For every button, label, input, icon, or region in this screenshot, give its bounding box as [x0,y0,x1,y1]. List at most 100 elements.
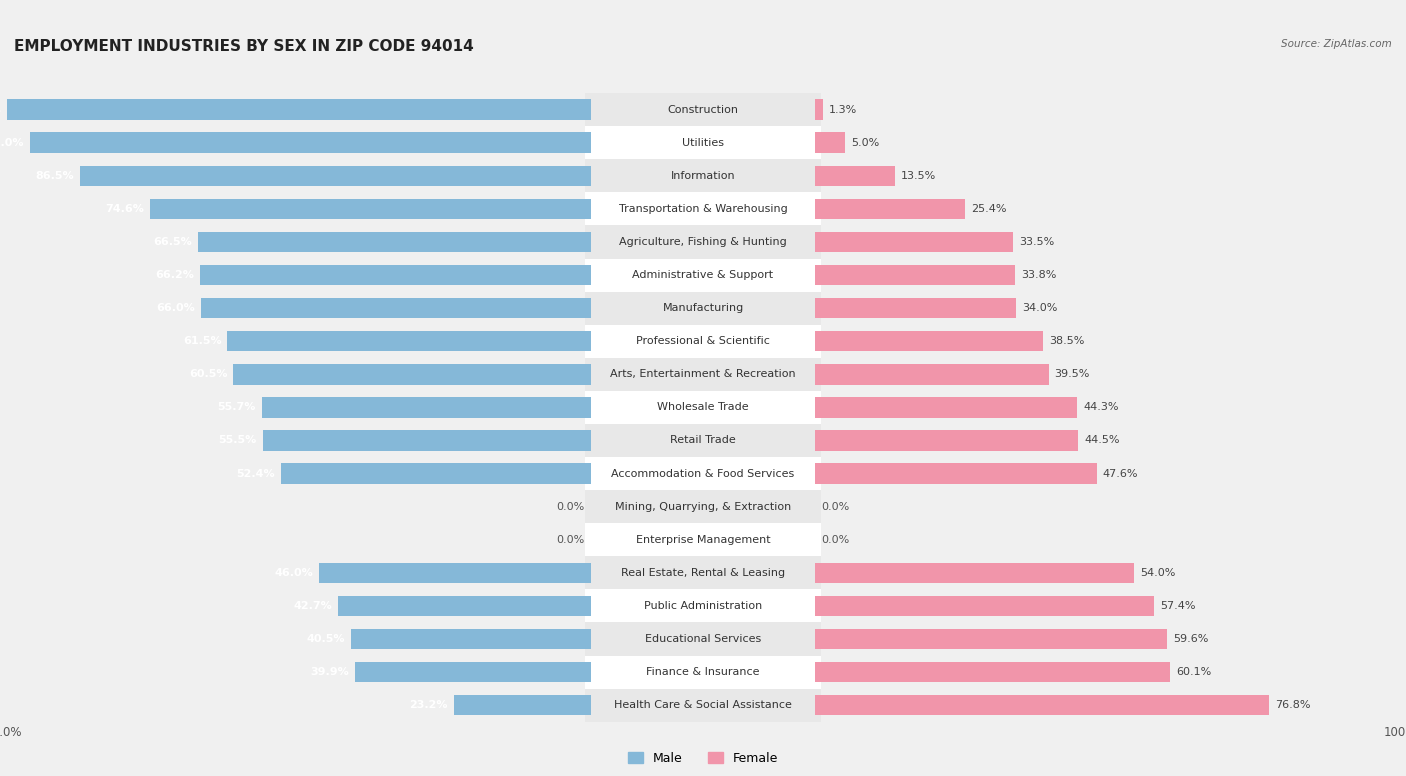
Bar [281,463,591,483]
Text: 76.8%: 76.8% [1275,700,1310,710]
Bar [585,324,591,358]
Bar [815,258,821,292]
Text: Transportation & Warehousing: Transportation & Warehousing [619,204,787,214]
Text: 40.5%: 40.5% [307,634,346,644]
Text: Professional & Scientific: Professional & Scientific [636,336,770,346]
Bar [591,556,815,589]
Bar [7,99,591,120]
Bar [591,93,815,126]
Text: Mining, Quarrying, & Extraction: Mining, Quarrying, & Extraction [614,501,792,511]
Text: 60.5%: 60.5% [188,369,228,379]
Bar [585,292,591,324]
Bar [585,457,591,490]
Bar [815,622,821,656]
Bar [815,126,821,159]
Text: 55.7%: 55.7% [218,403,256,412]
Text: 39.5%: 39.5% [1054,369,1090,379]
Text: Administrative & Support: Administrative & Support [633,270,773,280]
Bar [200,265,591,286]
Text: 0.0%: 0.0% [821,501,849,511]
Bar [815,424,821,457]
Bar [585,159,591,192]
Bar [585,226,591,258]
Text: 44.3%: 44.3% [1083,403,1119,412]
Bar [201,298,591,318]
Bar [815,523,821,556]
Text: 61.5%: 61.5% [183,336,222,346]
Text: 13.5%: 13.5% [901,171,936,181]
Text: Wholesale Trade: Wholesale Trade [657,403,749,412]
Bar [815,232,1014,252]
Text: 5.0%: 5.0% [851,138,879,147]
Bar [585,490,591,523]
Bar [454,695,591,715]
Bar [591,622,815,656]
Text: 55.5%: 55.5% [218,435,257,445]
Text: 33.8%: 33.8% [1021,270,1056,280]
Bar [815,563,1135,583]
Text: Arts, Entertainment & Recreation: Arts, Entertainment & Recreation [610,369,796,379]
Text: Real Estate, Rental & Leasing: Real Estate, Rental & Leasing [621,568,785,578]
Bar [585,556,591,589]
Text: Retail Trade: Retail Trade [671,435,735,445]
Bar [815,226,821,258]
Bar [585,424,591,457]
Bar [815,159,821,192]
Bar [585,391,591,424]
Bar [815,463,1097,483]
Text: Source: ZipAtlas.com: Source: ZipAtlas.com [1281,39,1392,49]
Text: 60.1%: 60.1% [1177,667,1212,677]
Bar [815,199,966,219]
Bar [150,199,591,219]
Bar [815,656,821,688]
Bar [815,93,821,126]
Bar [591,358,815,391]
Text: 0.0%: 0.0% [821,535,849,545]
Bar [354,662,591,682]
Bar [591,292,815,324]
Bar [591,424,815,457]
Bar [585,688,591,722]
Bar [591,656,815,688]
Bar [815,324,821,358]
Bar [591,490,815,523]
Text: Educational Services: Educational Services [645,634,761,644]
Text: 74.6%: 74.6% [105,204,143,214]
Text: 42.7%: 42.7% [294,601,332,611]
Bar [815,556,821,589]
Text: 38.5%: 38.5% [1049,336,1084,346]
Text: 39.9%: 39.9% [311,667,349,677]
Bar [262,397,591,417]
Bar [815,364,1049,385]
Text: 25.4%: 25.4% [972,204,1007,214]
Bar [815,265,1015,286]
Text: Public Administration: Public Administration [644,601,762,611]
Text: 33.5%: 33.5% [1019,237,1054,247]
Bar [815,331,1043,352]
Bar [815,589,821,622]
Text: 95.0%: 95.0% [0,138,24,147]
Bar [815,490,821,523]
Text: Agriculture, Fishing & Hunting: Agriculture, Fishing & Hunting [619,237,787,247]
Text: 59.6%: 59.6% [1174,634,1209,644]
Text: EMPLOYMENT INDUSTRIES BY SEX IN ZIP CODE 94014: EMPLOYMENT INDUSTRIES BY SEX IN ZIP CODE… [14,40,474,54]
Bar [591,192,815,226]
Text: 23.2%: 23.2% [409,700,447,710]
Bar [815,165,896,186]
Text: Finance & Insurance: Finance & Insurance [647,667,759,677]
Bar [591,457,815,490]
Legend: Male, Female: Male, Female [623,747,783,770]
Text: 66.2%: 66.2% [155,270,194,280]
Bar [815,596,1154,616]
Bar [233,364,591,385]
Bar [815,358,821,391]
Bar [591,589,815,622]
Bar [339,596,591,616]
Text: Health Care & Social Assistance: Health Care & Social Assistance [614,700,792,710]
Text: Enterprise Management: Enterprise Management [636,535,770,545]
Bar [591,159,815,192]
Bar [815,662,1170,682]
Text: Accommodation & Food Services: Accommodation & Food Services [612,469,794,479]
Bar [585,523,591,556]
Bar [815,391,821,424]
